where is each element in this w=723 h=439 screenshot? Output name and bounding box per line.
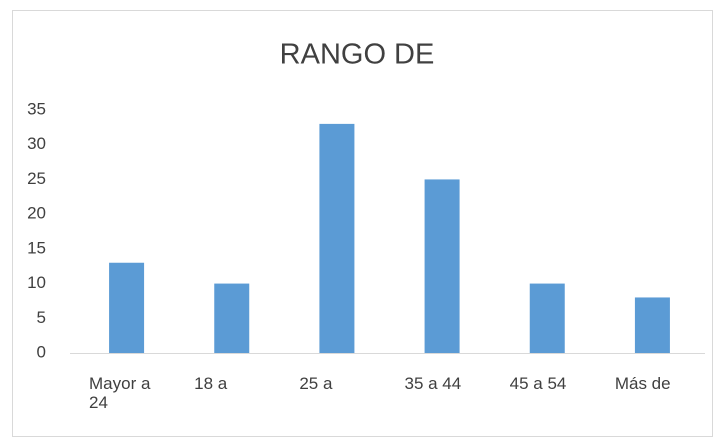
- x-tick-label: 25 a: [299, 374, 333, 393]
- x-tick-label: 18 a: [194, 374, 228, 393]
- bar: [529, 283, 565, 353]
- bar: [109, 262, 145, 353]
- y-tick-label: 25: [27, 169, 46, 188]
- bar: [634, 297, 670, 353]
- y-tick-label: 0: [37, 342, 46, 361]
- bar: [424, 179, 460, 353]
- y-tick-label: 35: [27, 99, 46, 118]
- x-tick-label: Más de: [614, 374, 671, 393]
- y-tick-label: 5: [37, 308, 46, 327]
- y-tick-label: 30: [27, 134, 46, 153]
- x-tick-label: 35 a 44: [404, 374, 462, 393]
- bar: [214, 283, 250, 353]
- y-tick-label: 20: [27, 204, 46, 223]
- x-tick-label: 45 a 54: [509, 374, 567, 393]
- y-tick-label: 10: [27, 273, 46, 292]
- bar: [319, 123, 355, 353]
- y-tick-label: 15: [27, 238, 46, 257]
- chart-title: RANGO DE: [280, 39, 435, 71]
- x-tick-label: Mayor a 24: [89, 374, 151, 412]
- chart-border: [12, 10, 713, 437]
